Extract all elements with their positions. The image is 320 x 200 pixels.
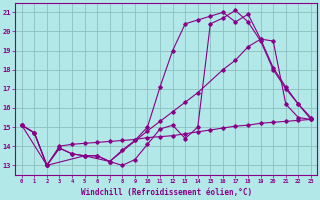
X-axis label: Windchill (Refroidissement éolien,°C): Windchill (Refroidissement éolien,°C)	[81, 188, 252, 197]
